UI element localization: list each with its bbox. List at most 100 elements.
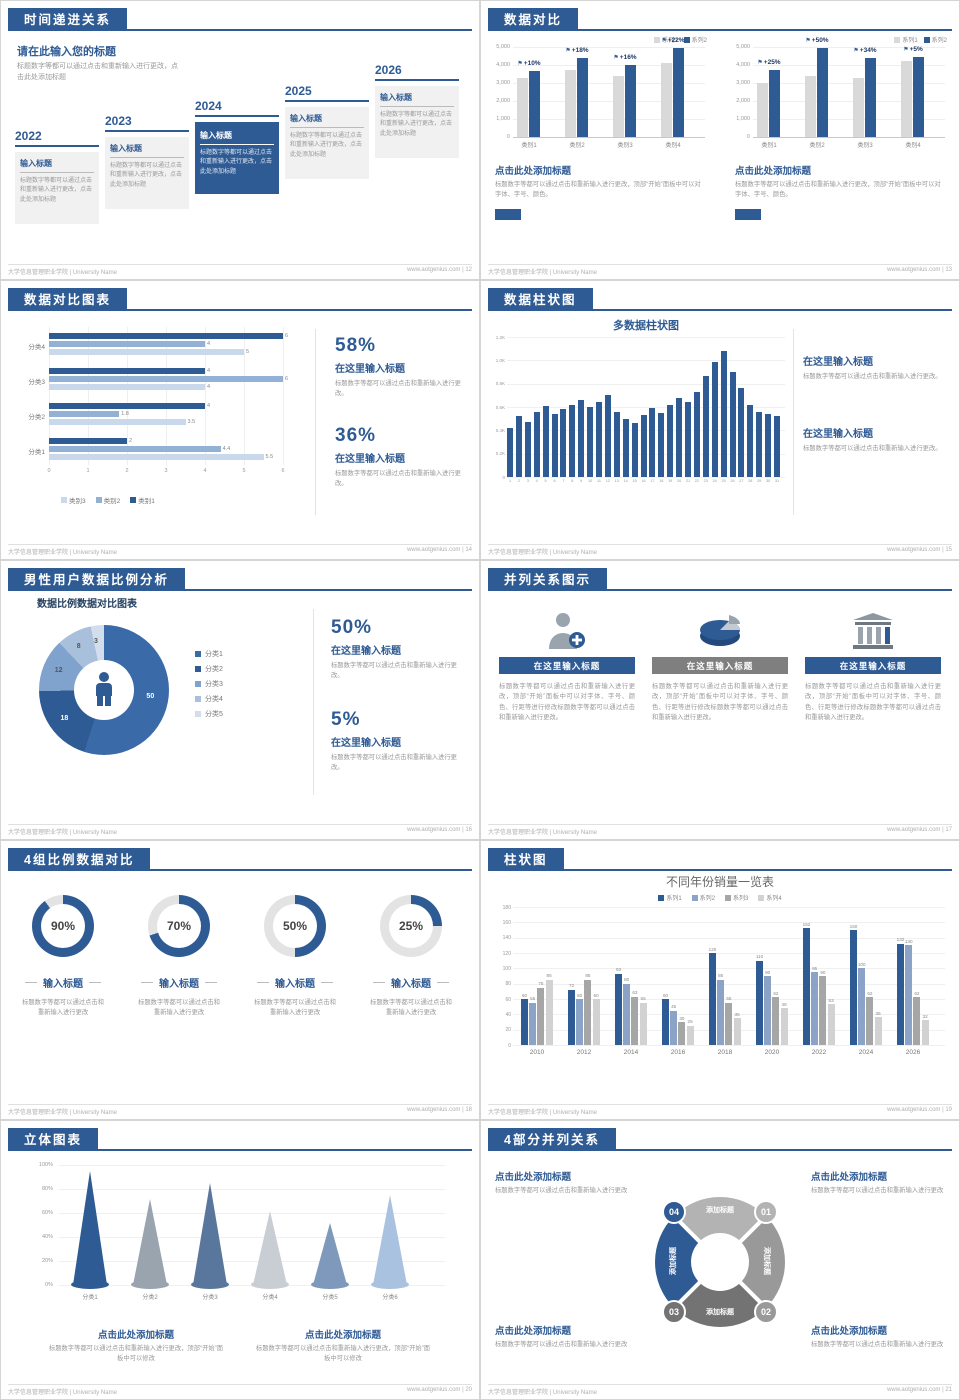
value-label: 36 <box>875 1010 881 1016</box>
bar <box>592 999 600 1045</box>
value-label: 85 <box>585 973 591 979</box>
slide-content: 不同年份销量一览表 系列1 系列2 系列3 系列4 0 20 40 60 80 100 120 14… <box>481 873 959 1099</box>
bar <box>711 361 718 477</box>
legend-item: 分类4 <box>195 694 223 704</box>
bar-series2 <box>625 65 636 137</box>
bar-group <box>901 56 924 137</box>
accent-tag <box>495 209 521 220</box>
slide-footer: 大学信息管理职业学院 | University Name www.aotgeni… <box>8 544 472 556</box>
x-axis-label: 类别1 <box>521 143 537 149</box>
category-label: 分类3 <box>28 379 45 386</box>
timeline-year-underline <box>15 145 99 147</box>
value-label: 32 <box>922 1013 928 1019</box>
category-label: 分类2 <box>28 414 45 421</box>
slide-grouped-bars[interactable]: 柱状图 不同年份销量一览表 系列1 系列2 系列3 系列4 0 20 40 60 80 100 1… <box>480 840 960 1120</box>
y-axis-label: 80 <box>505 981 511 988</box>
timeline-year-underline <box>105 130 189 132</box>
bar <box>639 1002 647 1045</box>
bar-chart-container: 系列1 系列2 5,000 4,000 3,000 2,000 1,000 0 ⚑+25% 类别1… <box>727 35 953 161</box>
y-axis-label: 2,000 <box>736 98 750 104</box>
bar <box>551 414 558 477</box>
x-axis-label: 0 <box>47 468 51 474</box>
gauge-item: 25% 输入标题 标题数字等都可以通过点击和重新输入进行更改 <box>359 895 463 1019</box>
footer-page: www.aotgenius.com | 17 <box>887 827 952 833</box>
slide-parallel-items[interactable]: 并列关系图示 在这里输入标题 标题数字等都可以通过点击和重新输入进行更改，顶部“开… <box>480 560 960 840</box>
bar <box>667 404 674 477</box>
bar <box>515 416 522 477</box>
divider <box>315 329 316 515</box>
value-label: 62 <box>914 990 920 996</box>
bar-series1 <box>613 75 624 137</box>
slide-column-chart[interactable]: 数据柱状图 多数据柱状图 在这里输入标题 标题数字等都可以通过点击和重新输入进行… <box>480 280 960 560</box>
text-block: 点击此处添加标题 标题数字等都可以通过点击和重新输入进行更改，顶部“开始”面板中… <box>253 1327 433 1364</box>
x-axis-label: 15 <box>632 479 637 483</box>
bar <box>662 999 669 1045</box>
bar <box>49 411 120 417</box>
x-axis-label: 2024 <box>858 1049 874 1056</box>
slide-hbar-chart[interactable]: 数据对比图表 58% 在这里输入标题 标题数字等都可以通过点击和重新输入进行更改… <box>0 280 480 560</box>
slide-donut-analysis[interactable]: 男性用户数据比例分析 数据比例数据对比图表 50 18 12 8 3 分类1 分类2 分类3… <box>0 560 480 840</box>
gridline <box>753 83 945 84</box>
bar-group <box>757 69 780 137</box>
value-label: 80 <box>624 977 630 983</box>
gridline <box>513 1045 945 1046</box>
slide-title: 立体图表 <box>24 1133 83 1147</box>
horizontal-bar-chart: 0 1 2 3 4 5 6 分类4 6 4 5 分类3 4 6 4 分类2 4 1.8 3.5 分类1 2 4.4 5.5 <box>28 327 288 479</box>
x-axis-label: 5 <box>544 479 547 483</box>
timeline-card: 输入标题 标题数字等都可以通过点击和重新输入进行更改，点击此处添加标题 <box>285 107 369 179</box>
gauge-item: 70% 输入标题 标题数字等都可以通过点击和重新输入进行更改 <box>127 895 231 1019</box>
bar-chart: 5,000 4,000 3,000 2,000 1,000 0 ⚑+10% 类别1 ⚑+18% 类… <box>489 37 711 153</box>
y-axis-label: 180 <box>502 904 511 911</box>
slide-data-compare[interactable]: 数据对比 系列1 系列2 5,000 4,000 3,000 2,000 1,000 0 ⚑+1… <box>480 0 960 280</box>
block-text: 标题数字等都可以通过点击和重新输入进行更改。 <box>803 445 942 452</box>
bar-series1 <box>853 77 864 137</box>
stat-title: 在这里输入标题 <box>335 454 405 465</box>
cone-base <box>371 1280 409 1289</box>
bar <box>560 409 567 477</box>
legend-label: 类别3 <box>69 498 86 505</box>
slide-timeline[interactable]: 时间递进关系 请在此输入您的标题 标题数字等都可以通过点击和重新输入进行更改，点… <box>0 0 480 280</box>
text-block: 点击此处添加标题 标题数字等都可以通过点击和重新输入进行更改 <box>495 1323 635 1350</box>
bar <box>631 423 638 477</box>
bar <box>850 930 857 1045</box>
category-label: 分类4 <box>28 344 45 351</box>
bar <box>623 983 631 1045</box>
gridline <box>88 327 89 465</box>
legend-item: 类别3 <box>61 495 86 505</box>
bar <box>733 1018 741 1045</box>
x-axis-label: 30 <box>765 479 771 483</box>
legend-swatch <box>654 36 661 43</box>
value-label: 120 <box>708 946 717 952</box>
chart-caption-text: 标题数字等都可以通过点击和重新输入进行更改，顶部“开始”面板中可以对字体、字号、… <box>495 181 701 199</box>
cone <box>193 1183 227 1285</box>
stat-text: 标题数字等都可以通过点击和重新输入进行更改。 <box>335 470 461 488</box>
legend-swatch <box>195 681 201 687</box>
footer-page: www.aotgenius.com | 16 <box>407 827 472 833</box>
gauge-value: 70% <box>157 904 201 948</box>
y-axis-label: 100% <box>38 1162 53 1168</box>
legend-label: 系列2 <box>699 896 715 902</box>
category-label: 分类5 <box>322 1295 338 1301</box>
bar <box>545 979 553 1045</box>
x-axis-label: 7 <box>562 479 565 483</box>
slide-gauges[interactable]: 4组比例数据对比 90% 输入标题 标题数字等都可以通过点击和重新输入进行更改 70%… <box>0 840 480 1120</box>
bar <box>780 1008 788 1045</box>
y-axis-label: 0 <box>506 134 510 140</box>
y-axis-label: 0 <box>502 474 505 480</box>
legend-label: 分类2 <box>205 666 223 673</box>
timeline-card-title: 输入标题 <box>110 143 184 158</box>
value-label: 6 <box>285 333 289 339</box>
footer-page: www.aotgenius.com | 15 <box>887 547 952 553</box>
slide-ring-diagram[interactable]: 4部分并列关系 01 02 03 04 添加标题 添加标题 添加标题 添加标题 点击此处添加标… <box>480 1120 960 1400</box>
x-axis-label: 18 <box>659 479 664 483</box>
slide-title-bar: 立体图表 <box>8 1128 99 1149</box>
stat-text: 标题数字等都可以通过点击和重新输入进行更改。 <box>331 754 457 772</box>
slide-title-bar: 数据对比 <box>488 8 579 29</box>
y-axis-label: 0.8K <box>495 381 505 387</box>
gauge-text: 标题数字等都可以通过点击和重新输入进行更改 <box>370 999 452 1017</box>
flag-icon: ⚑ <box>613 55 619 61</box>
gridline <box>753 119 945 120</box>
slide-cone-chart[interactable]: 立体图表 点击此处添加标题 标题数字等都可以通过点击和重新输入进行更改，顶部“开… <box>0 1120 480 1400</box>
legend-label: 系列1 <box>666 896 682 902</box>
slide-content: 01 02 03 04 添加标题 添加标题 添加标题 添加标题 点击此处添加标题 标题数字等都可… <box>481 1153 959 1379</box>
